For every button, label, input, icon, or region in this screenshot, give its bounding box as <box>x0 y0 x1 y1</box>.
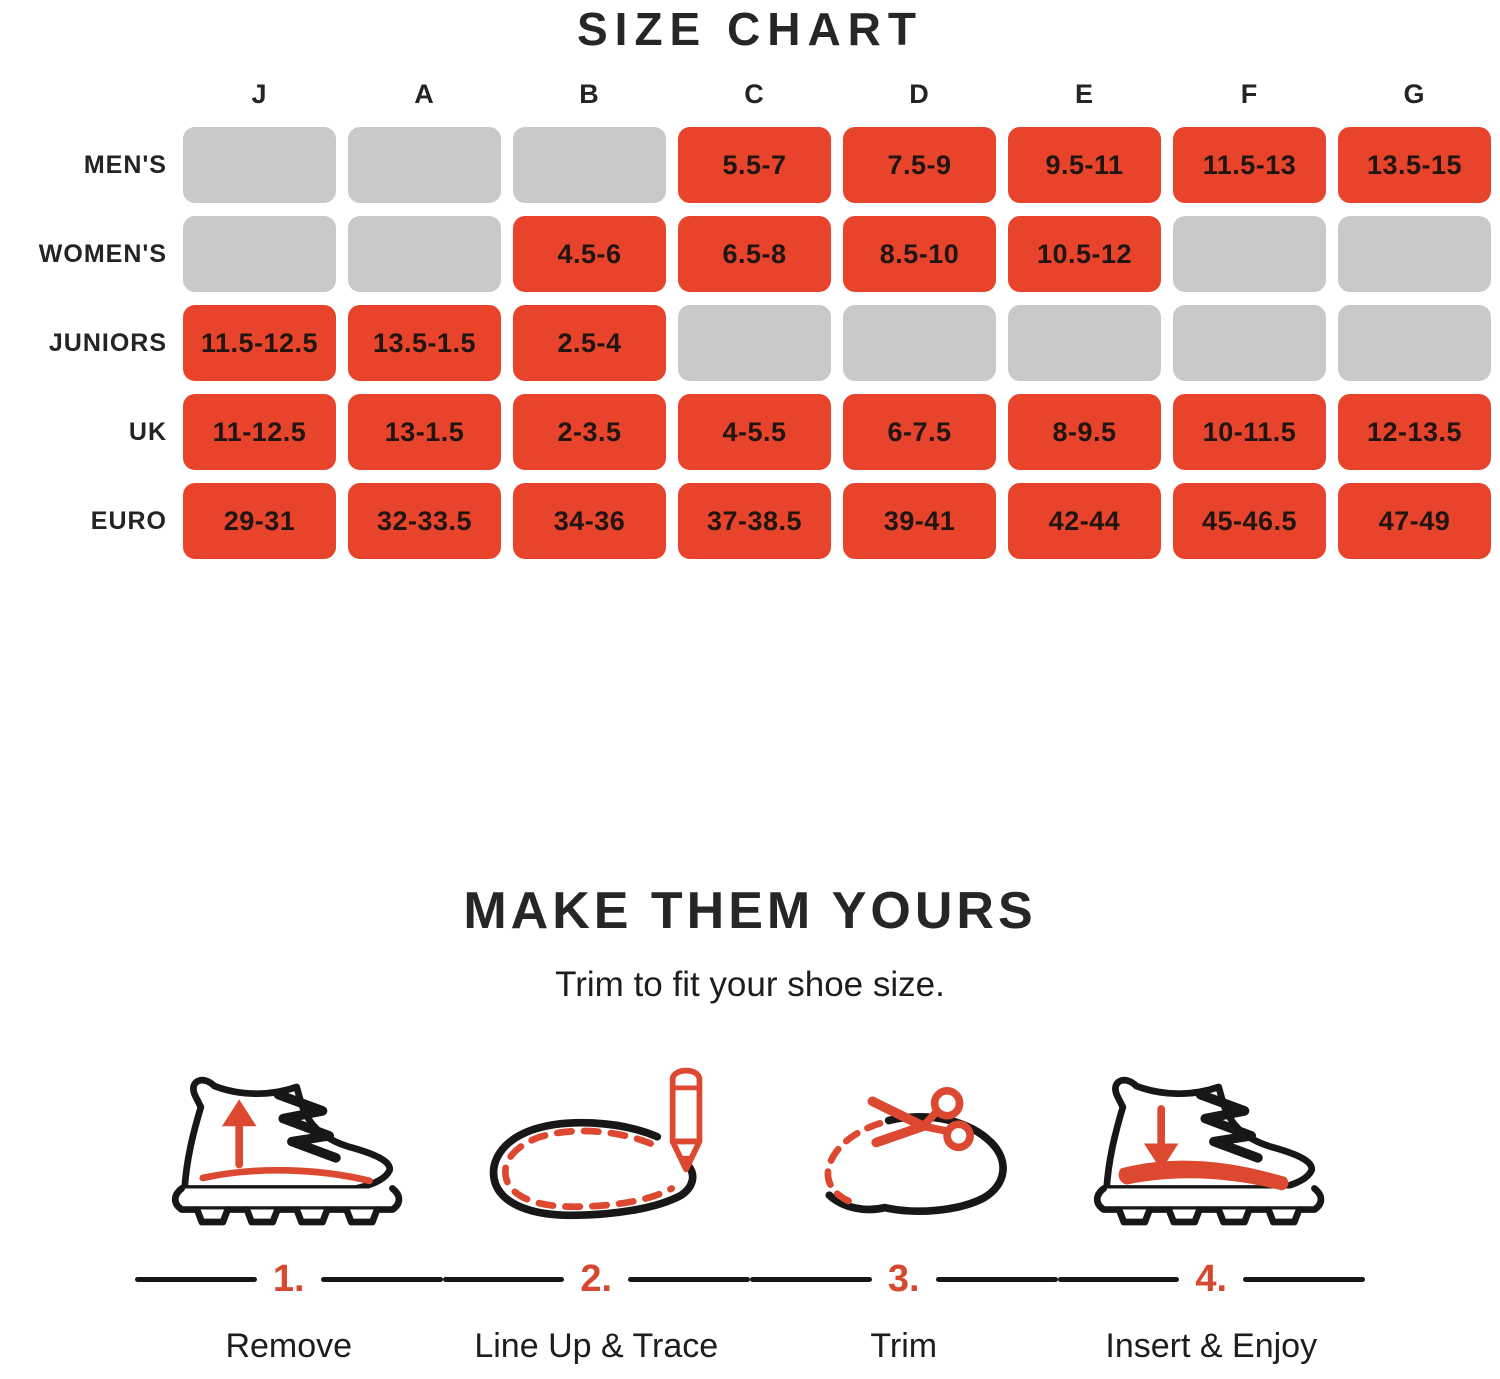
step-2-label: Line Up & Trace <box>474 1326 719 1365</box>
customize-subtitle: Trim to fit your shoe size. <box>555 965 945 1004</box>
size-cell-c: 6.5-8 <box>678 216 831 292</box>
empty-cell-c <box>678 305 831 381</box>
step-2-number: 2. <box>580 1258 613 1300</box>
size-cell-d: 8.5-10 <box>843 216 996 292</box>
column-header-g: G <box>1403 79 1426 109</box>
step-3-illustration <box>750 1063 1058 1245</box>
size-cell-a: 13.5-1.5 <box>348 305 501 381</box>
size-cell-j: 11.5-12.5 <box>183 305 336 381</box>
size-cell-d: 39-41 <box>843 483 996 559</box>
customize-title: MAKE THEM YOURS <box>463 882 1037 940</box>
empty-cell-j <box>183 127 336 203</box>
row-label-juniors: JUNIORS <box>48 328 167 357</box>
size-table: J A B C D E F G MEN'S 5.5-7 7.5-9 9.5-11 11.5-13 13.5… <box>5 79 1495 559</box>
row-label-womens: WOMEN'S <box>38 239 167 268</box>
size-cell-b: 4.5-6 <box>513 216 666 292</box>
size-cell-b: 34-36 <box>513 483 666 559</box>
step-4-label: Insert & Enjoy <box>1105 1326 1318 1365</box>
column-header-d: D <box>909 79 930 109</box>
step-3-label: Trim <box>870 1326 938 1365</box>
column-header-a: A <box>414 79 435 109</box>
step-1-label: Remove <box>225 1326 353 1365</box>
divider-line <box>628 1277 751 1283</box>
table-corner <box>5 80 171 114</box>
size-cell-d: 6-7.5 <box>843 394 996 470</box>
empty-cell-a <box>348 127 501 203</box>
column-header-f: F <box>1240 79 1259 109</box>
divider-segment-3: 3. <box>750 1258 1058 1301</box>
steps-divider: 1. 2. 3. 4. <box>135 1258 1366 1301</box>
step-illustrations-row <box>135 1063 1365 1245</box>
size-cell-f: 11.5-13 <box>1173 127 1326 203</box>
empty-cell-b <box>513 127 666 203</box>
size-cell-d: 7.5-9 <box>843 127 996 203</box>
size-cell-c: 37-38.5 <box>678 483 831 559</box>
size-cell-f: 45-46.5 <box>1173 483 1326 559</box>
customize-section: MAKE THEM YOURS Trim to fit your shoe si… <box>0 885 1500 1366</box>
row-label-mens: MEN'S <box>83 150 167 179</box>
step-labels-row: Remove Line Up & Trace Trim Insert & Enj… <box>135 1327 1365 1366</box>
size-cell-e: 10.5-12 <box>1008 216 1161 292</box>
size-cell-j: 11-12.5 <box>183 394 336 470</box>
size-chart-title: SIZE CHART <box>577 3 923 55</box>
step-1-illustration <box>135 1063 443 1245</box>
column-header-c: C <box>744 79 765 109</box>
boot-insert-insole-icon <box>1094 1076 1325 1226</box>
size-cell-e: 42-44 <box>1008 483 1161 559</box>
size-cell-g: 12-13.5 <box>1338 394 1491 470</box>
size-cell-j: 29-31 <box>183 483 336 559</box>
divider-segment-2: 2. <box>442 1258 751 1301</box>
empty-cell-e <box>1008 305 1161 381</box>
row-label-uk: UK <box>128 417 167 446</box>
empty-cell-a <box>348 216 501 292</box>
insole-scissors-trim-icon <box>824 1086 1007 1215</box>
size-cell-e: 8-9.5 <box>1008 394 1161 470</box>
step-4-illustration <box>1058 1063 1366 1245</box>
size-cell-g: 13.5-15 <box>1338 127 1491 203</box>
size-cell-c: 4-5.5 <box>678 394 831 470</box>
divider-line <box>935 1277 1058 1283</box>
divider-line <box>135 1277 257 1283</box>
divider-line <box>442 1277 565 1283</box>
divider-segment-4: 4. <box>1057 1258 1366 1301</box>
column-header-e: E <box>1074 79 1094 109</box>
insole-pencil-trace-icon <box>490 1067 703 1220</box>
row-label-euro: EURO <box>90 506 167 535</box>
empty-cell-d <box>843 305 996 381</box>
empty-cell-g <box>1338 305 1491 381</box>
divider-line <box>320 1277 443 1283</box>
divider-segment-1: 1. <box>135 1258 443 1301</box>
empty-cell-f <box>1173 305 1326 381</box>
divider-line <box>1057 1277 1180 1283</box>
divider-line <box>750 1277 872 1283</box>
size-cell-g: 47-49 <box>1338 483 1491 559</box>
size-cell-c: 5.5-7 <box>678 127 831 203</box>
step-4-number: 4. <box>1195 1258 1228 1300</box>
size-cell-b: 2-3.5 <box>513 394 666 470</box>
step-3-number: 3. <box>887 1258 920 1300</box>
size-cell-a: 13-1.5 <box>348 394 501 470</box>
empty-cell-g <box>1338 216 1491 292</box>
column-header-j: J <box>251 79 268 109</box>
size-cell-f: 10-11.5 <box>1173 394 1326 470</box>
size-cell-b: 2.5-4 <box>513 305 666 381</box>
step-1-number: 1. <box>272 1258 305 1300</box>
size-cell-e: 9.5-11 <box>1008 127 1161 203</box>
size-cell-a: 32-33.5 <box>348 483 501 559</box>
empty-cell-f <box>1173 216 1326 292</box>
boot-remove-insole-icon <box>171 1076 402 1226</box>
divider-line <box>1243 1277 1366 1283</box>
empty-cell-j <box>183 216 336 292</box>
column-header-b: B <box>579 79 600 109</box>
step-2-illustration <box>443 1063 751 1245</box>
